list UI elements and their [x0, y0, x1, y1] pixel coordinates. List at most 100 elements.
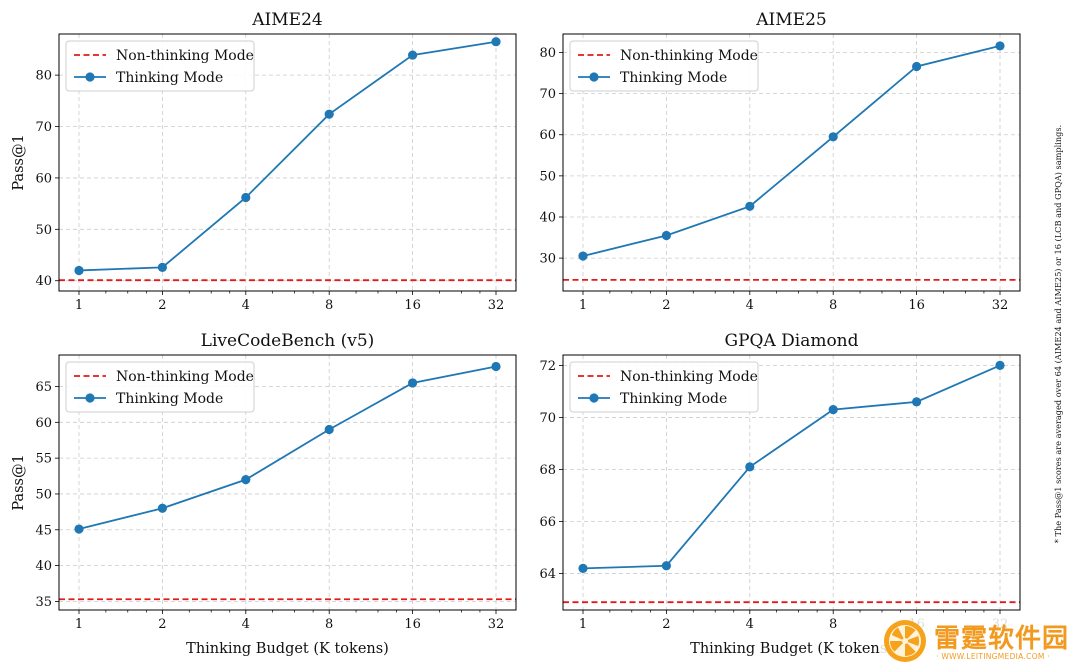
- legend-swatch-marker: [85, 72, 95, 82]
- legend-box: [569, 361, 759, 413]
- x-tick-label: 4: [746, 617, 754, 632]
- thinking-point: [241, 192, 251, 203]
- y-tick-label: 40: [539, 210, 556, 225]
- thinking-point: [324, 109, 334, 119]
- chart-title: AIME24: [251, 10, 322, 30]
- y-tick-label: 35: [35, 595, 52, 610]
- legend-swatch-marker: [589, 393, 599, 403]
- thinking-point: [491, 361, 501, 372]
- thinking-point: [995, 41, 1005, 51]
- y-axis-label: Pass@1: [11, 454, 27, 510]
- y-tick-label: 60: [35, 171, 52, 186]
- thinking-point: [828, 405, 838, 415]
- thinking-point: [408, 50, 418, 60]
- chart-title: GPQA Diamond: [724, 331, 858, 351]
- x-tick-label: 1: [75, 298, 83, 313]
- thinking-point: [408, 378, 418, 388]
- x-tick-label: 8: [829, 617, 837, 632]
- thinking-point: [74, 524, 84, 534]
- y-axis-label: Pass@1: [11, 134, 27, 190]
- legend-label: Non-thinking Mode: [116, 369, 254, 385]
- x-tick-label: 16: [908, 298, 925, 313]
- y-tick-label: 70: [539, 411, 556, 426]
- y-tick-label: 30: [539, 252, 556, 267]
- footnote-text: * The Pass@1 scores are averaged over 64…: [1053, 124, 1063, 544]
- x-tick-label: 32: [488, 298, 505, 313]
- y-tick-label: 70: [539, 87, 556, 102]
- y-tick-label: 64: [539, 567, 556, 582]
- legend: Non-thinking Mode Thinking Mode: [65, 361, 255, 413]
- y-tick-label: 50: [35, 487, 52, 502]
- x-axis-label: Thinking Budget (K tokens): [690, 641, 893, 657]
- y-tick-label: 68: [539, 463, 556, 478]
- thinking-line: [78, 365, 497, 530]
- legend-swatch-marker: [589, 72, 599, 82]
- chart-title: LiveCodeBench (v5): [201, 331, 375, 351]
- thinking-point: [157, 262, 167, 272]
- legend-box: [65, 361, 255, 413]
- legend-label: Thinking Mode: [116, 70, 223, 86]
- thinking-point: [745, 201, 755, 211]
- thinking-point: [912, 397, 922, 407]
- thinking-point: [745, 462, 755, 472]
- legend-label: Thinking Mode: [620, 70, 727, 86]
- legend: Non-thinking Mode Thinking Mode: [569, 40, 759, 92]
- x-tick-label: 2: [158, 298, 166, 313]
- thinking-point: [661, 561, 672, 571]
- plot-frame: [562, 354, 1021, 611]
- chart-panel: 1 2 4 8 16 32 35 40 45 50 55 60 65 LiveCodeBench (v5)…: [11, 331, 517, 657]
- chart-panel: 1 2 4 8 16 32 40 50 60 70 80 AIME24 Pass@1 Non-thinki…: [11, 10, 517, 313]
- y-tick-label: 50: [35, 223, 52, 238]
- x-tick-label: 4: [242, 298, 250, 313]
- thinking-point: [324, 424, 334, 435]
- y-tick-label: 50: [539, 169, 556, 184]
- x-tick-label: 16: [404, 298, 421, 313]
- legend-swatch-marker: [85, 393, 95, 403]
- legend-label: Thinking Mode: [620, 391, 727, 407]
- legend-label: Thinking Mode: [116, 391, 223, 407]
- x-tick-label: 1: [75, 617, 83, 632]
- x-tick-label: 32: [488, 617, 505, 632]
- legend-box: [65, 40, 255, 92]
- x-tick-label: 8: [829, 298, 837, 313]
- thinking-line: [582, 45, 1001, 257]
- thinking-point: [491, 37, 501, 47]
- watermark-text-en: · WWW.LEITINGMEDIA.COM ·: [936, 652, 1051, 661]
- chart-title: AIME25: [755, 10, 826, 30]
- y-tick-label: 70: [35, 120, 52, 135]
- x-tick-label: 2: [662, 617, 670, 632]
- thinking-point: [157, 503, 167, 513]
- thinking-point: [995, 360, 1005, 371]
- legend-label: Non-thinking Mode: [116, 48, 254, 64]
- thinking-point: [661, 230, 672, 241]
- thinking-point: [912, 61, 922, 72]
- x-tick-label: 4: [746, 298, 754, 313]
- y-tick-label: 55: [35, 452, 52, 467]
- chart-panel: 1 2 4 8 16 32 30 40 50 60 70 80 AIME25 Non-thinking M…: [539, 10, 1021, 313]
- x-tick-label: 2: [662, 298, 670, 313]
- y-tick-label: 60: [539, 128, 556, 143]
- legend-label: Non-thinking Mode: [620, 369, 758, 385]
- x-tick-label: 8: [325, 298, 333, 313]
- legend: Non-thinking Mode Thinking Mode: [65, 40, 255, 92]
- thinking-point: [578, 251, 588, 261]
- watermark: 雷霆软件园 · WWW.LEITINGMEDIA.COM ·: [880, 614, 1076, 666]
- plot-frame: [58, 354, 517, 611]
- thinking-point: [828, 132, 838, 142]
- x-tick-label: 2: [158, 617, 166, 632]
- legend-label: Non-thinking Mode: [620, 48, 758, 64]
- legend: Non-thinking Mode Thinking Mode: [569, 361, 759, 413]
- plot-frame: [562, 33, 1021, 292]
- x-tick-label: 8: [325, 617, 333, 632]
- y-tick-label: 40: [35, 559, 52, 574]
- x-tick-label: 16: [404, 617, 421, 632]
- watermark-text-cn: 雷霆软件园: [934, 624, 1070, 654]
- thinking-point: [241, 475, 251, 485]
- y-tick-label: 80: [539, 46, 556, 61]
- x-tick-label: 4: [242, 617, 250, 632]
- y-tick-label: 45: [35, 523, 52, 538]
- y-tick-label: 72: [539, 359, 556, 374]
- x-tick-label: 1: [579, 298, 587, 313]
